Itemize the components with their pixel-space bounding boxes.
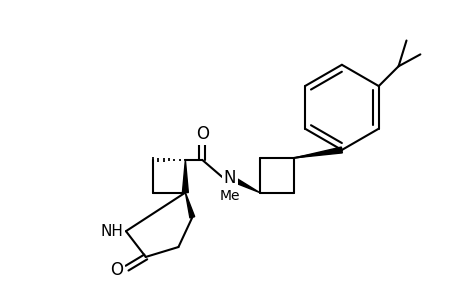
Polygon shape (229, 175, 260, 192)
Text: Me: Me (220, 189, 240, 203)
Polygon shape (182, 160, 189, 192)
Text: N: N (224, 169, 236, 187)
Polygon shape (294, 147, 342, 158)
Polygon shape (185, 192, 195, 218)
Text: O: O (110, 261, 123, 279)
Text: NH: NH (100, 224, 123, 239)
Text: O: O (196, 125, 209, 143)
